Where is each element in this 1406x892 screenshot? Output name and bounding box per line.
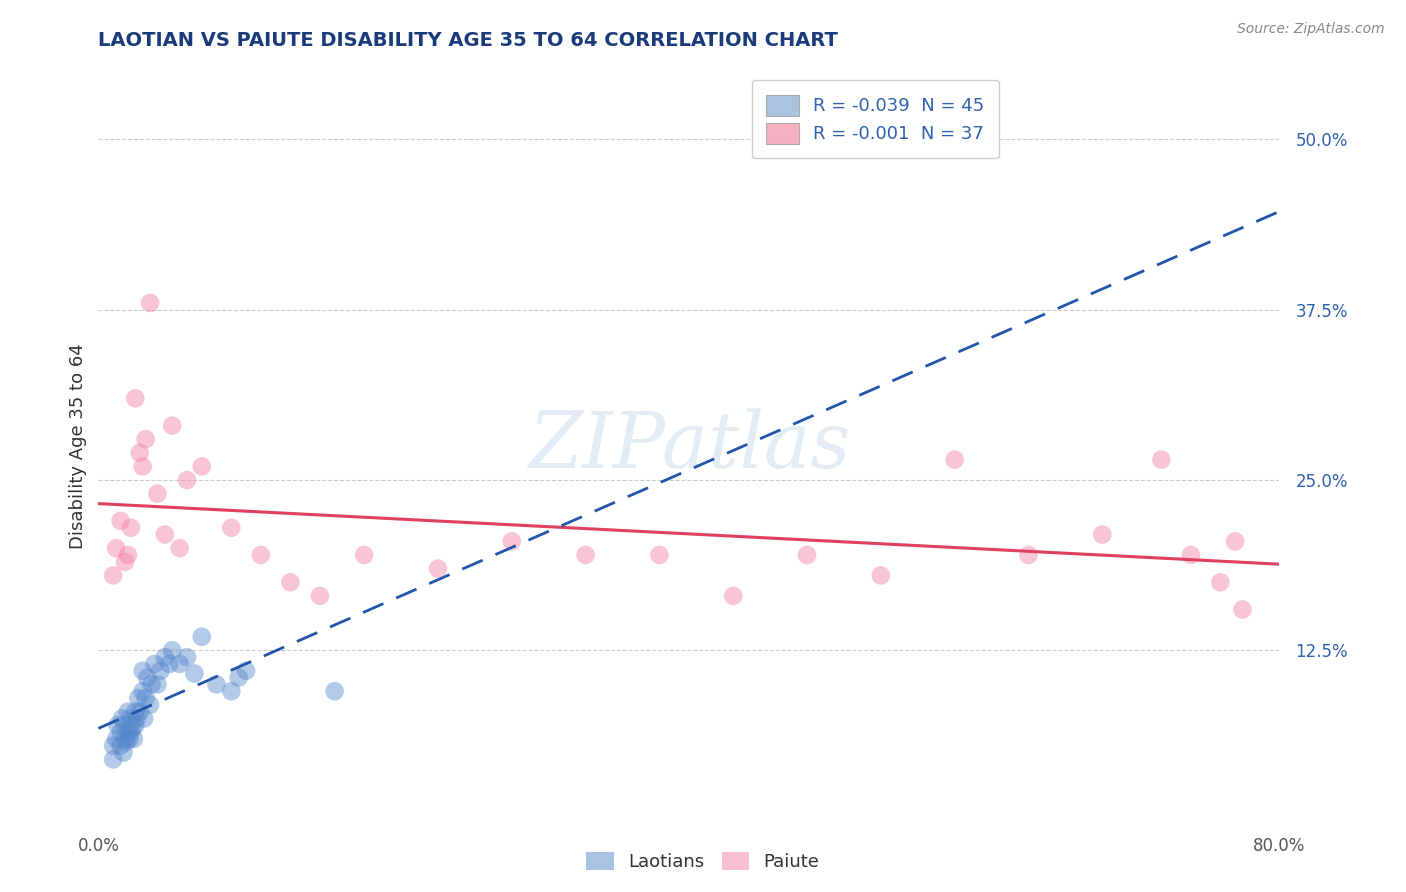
Point: [1225, 534, 1247, 549]
Point: [107, 718, 129, 732]
Point: [162, 418, 183, 433]
Point: [105, 541, 128, 556]
Text: LAOTIAN VS PAIUTE DISABILITY AGE 35 TO 64 CORRELATION CHART: LAOTIAN VS PAIUTE DISABILITY AGE 35 TO 6…: [98, 31, 838, 50]
Point: [205, 677, 228, 691]
Legend: R = -0.039  N = 45, R = -0.001  N = 37: R = -0.039 N = 45, R = -0.001 N = 37: [752, 80, 998, 158]
Point: [191, 459, 214, 474]
Point: [132, 459, 155, 474]
Point: [122, 731, 145, 746]
Point: [183, 666, 205, 681]
Point: [427, 561, 450, 575]
Point: [132, 684, 155, 698]
Point: [353, 548, 375, 562]
Point: [1018, 548, 1040, 562]
Point: [114, 718, 136, 732]
Point: [309, 589, 332, 603]
Point: [103, 568, 125, 582]
Point: [250, 548, 273, 562]
Point: [143, 657, 166, 671]
Point: [221, 684, 243, 698]
Point: [120, 725, 142, 739]
Point: [139, 296, 162, 310]
Point: [323, 684, 346, 698]
Point: [110, 514, 132, 528]
Point: [134, 711, 156, 725]
Point: [103, 752, 125, 766]
Point: [575, 548, 598, 562]
Point: [115, 734, 138, 748]
Legend: Laotians, Paiute: Laotians, Paiute: [579, 845, 827, 879]
Point: [501, 534, 523, 549]
Point: [105, 731, 128, 746]
Point: [120, 711, 142, 725]
Point: [169, 657, 191, 671]
Point: [139, 698, 162, 712]
Point: [153, 650, 176, 665]
Point: [114, 731, 136, 746]
Point: [111, 711, 134, 725]
Point: [124, 705, 146, 719]
Point: [228, 671, 250, 685]
Text: Source: ZipAtlas.com: Source: ZipAtlas.com: [1237, 22, 1385, 37]
Point: [162, 643, 183, 657]
Point: [117, 705, 139, 719]
Point: [114, 555, 136, 569]
Point: [120, 521, 142, 535]
Point: [221, 521, 243, 535]
Point: [648, 548, 671, 562]
Point: [149, 664, 172, 678]
Point: [124, 392, 146, 406]
Point: [135, 432, 157, 446]
Point: [146, 486, 169, 500]
Point: [146, 677, 169, 691]
Point: [723, 589, 745, 603]
Point: [141, 677, 163, 691]
Point: [1232, 602, 1254, 616]
Point: [1150, 452, 1173, 467]
Point: [1209, 575, 1232, 590]
Point: [118, 731, 141, 746]
Text: ZIPatlas: ZIPatlas: [527, 408, 851, 484]
Point: [110, 739, 132, 753]
Point: [1180, 548, 1202, 562]
Point: [112, 746, 135, 760]
Point: [135, 691, 157, 706]
Point: [128, 705, 150, 719]
Point: [1091, 527, 1114, 541]
Point: [128, 446, 150, 460]
Point: [121, 721, 143, 735]
Point: [125, 711, 148, 725]
Point: [103, 739, 125, 753]
Point: [124, 718, 146, 732]
Point: [176, 473, 198, 487]
Point: [127, 691, 149, 706]
Point: [136, 671, 159, 685]
Point: [117, 725, 139, 739]
Point: [176, 650, 198, 665]
Y-axis label: Disability Age 35 to 64: Disability Age 35 to 64: [69, 343, 87, 549]
Point: [169, 541, 191, 556]
Point: [117, 548, 139, 562]
Point: [157, 657, 180, 671]
Point: [110, 725, 132, 739]
Point: [943, 452, 966, 467]
Point: [796, 548, 818, 562]
Point: [280, 575, 302, 590]
Point: [153, 527, 176, 541]
Point: [235, 664, 257, 678]
Point: [132, 664, 155, 678]
Point: [870, 568, 893, 582]
Point: [191, 630, 214, 644]
